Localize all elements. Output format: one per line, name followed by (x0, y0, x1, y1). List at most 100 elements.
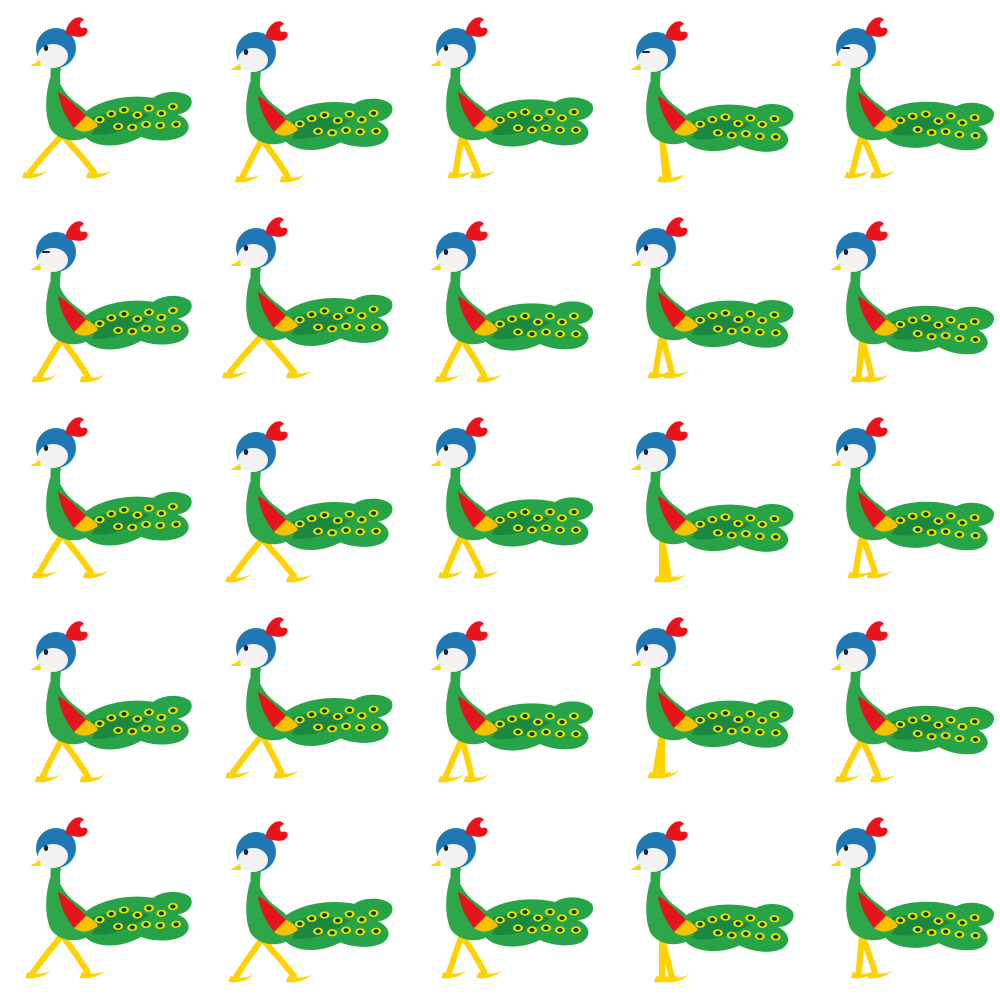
legs (31, 532, 109, 579)
peacock-sprite (30, 417, 192, 579)
wing (658, 96, 698, 136)
head (630, 821, 688, 872)
sprite-frame (600, 600, 800, 800)
beak (30, 60, 41, 66)
crest (466, 221, 488, 241)
legs (647, 332, 690, 379)
wing (658, 496, 698, 536)
head (430, 221, 488, 272)
crest (266, 617, 288, 637)
peacock-sprite (830, 817, 994, 979)
tail-feathers (876, 101, 994, 151)
tail-feathers (276, 694, 393, 746)
wing (258, 96, 298, 136)
head (830, 417, 888, 468)
peacock-sprite (430, 417, 594, 579)
peacock-sprite (430, 817, 594, 979)
legs (847, 532, 893, 579)
peacock-sprite (30, 221, 192, 383)
head (430, 417, 488, 468)
sprite-frame (400, 0, 600, 200)
wing (858, 696, 898, 736)
sprite-frame (800, 200, 1000, 400)
wing (458, 892, 498, 932)
legs (441, 932, 503, 979)
sprite-frame (800, 600, 1000, 800)
tail-feathers (676, 300, 794, 348)
head (630, 21, 688, 72)
sprite-frame (0, 0, 200, 200)
peacock-sprite (630, 21, 794, 183)
peacock-sprite (228, 821, 393, 983)
wing (658, 292, 698, 332)
wing (858, 492, 898, 532)
peacock-sprite (630, 421, 794, 583)
crest (466, 817, 488, 837)
wing (458, 92, 498, 132)
sprite-frame (200, 200, 400, 400)
tail-feathers (476, 497, 594, 547)
peacock-sprite (830, 417, 994, 579)
tail-feathers (276, 498, 393, 550)
tail-feathers (276, 898, 393, 950)
legs (225, 732, 300, 779)
sprite-frame (600, 400, 800, 600)
legs (647, 732, 680, 779)
crest (66, 621, 88, 641)
sprite-frame (0, 200, 200, 400)
sprite-frame (0, 600, 200, 800)
wing (58, 696, 98, 736)
beak (630, 64, 641, 70)
wing (58, 92, 98, 132)
tail-feathers (676, 504, 794, 552)
legs (228, 936, 312, 983)
beak (830, 60, 841, 66)
crest (666, 21, 688, 41)
peacock-sprite (830, 621, 994, 783)
sprite-frame (200, 0, 400, 200)
tail-feathers (676, 904, 794, 952)
head (630, 217, 688, 268)
sprite-frame (600, 0, 800, 200)
beak (830, 264, 841, 270)
beak (30, 264, 41, 270)
beak (30, 860, 41, 866)
tail-feathers (876, 501, 994, 551)
tail-feathers (76, 295, 192, 350)
tail-feathers (876, 305, 994, 355)
wing (58, 296, 98, 336)
beak (830, 860, 841, 866)
crest (866, 621, 888, 641)
wing (258, 496, 298, 536)
beak (630, 464, 641, 470)
head (830, 817, 888, 868)
legs (850, 336, 890, 383)
sprite-frame (200, 800, 400, 1000)
crest (266, 821, 288, 841)
beak (30, 460, 41, 466)
tail-feathers (76, 491, 192, 546)
peacock-sprite (630, 217, 794, 379)
legs (657, 136, 687, 183)
beak (630, 660, 641, 666)
crest (866, 817, 888, 837)
peacock-sprite (430, 621, 594, 783)
peacock-sprite (630, 617, 794, 779)
tail-feathers (476, 701, 594, 751)
beak (630, 260, 641, 266)
beak (230, 64, 241, 70)
legs (225, 536, 312, 583)
legs (31, 336, 106, 383)
head (30, 417, 88, 468)
head (30, 17, 88, 68)
crest (66, 221, 88, 241)
peacock-sprite (25, 817, 192, 979)
legs (850, 932, 893, 979)
crest (66, 817, 88, 837)
legs (222, 332, 312, 379)
wing (858, 296, 898, 336)
peacock-sprite (230, 21, 393, 183)
tail-feathers (476, 97, 594, 147)
head (430, 817, 488, 868)
